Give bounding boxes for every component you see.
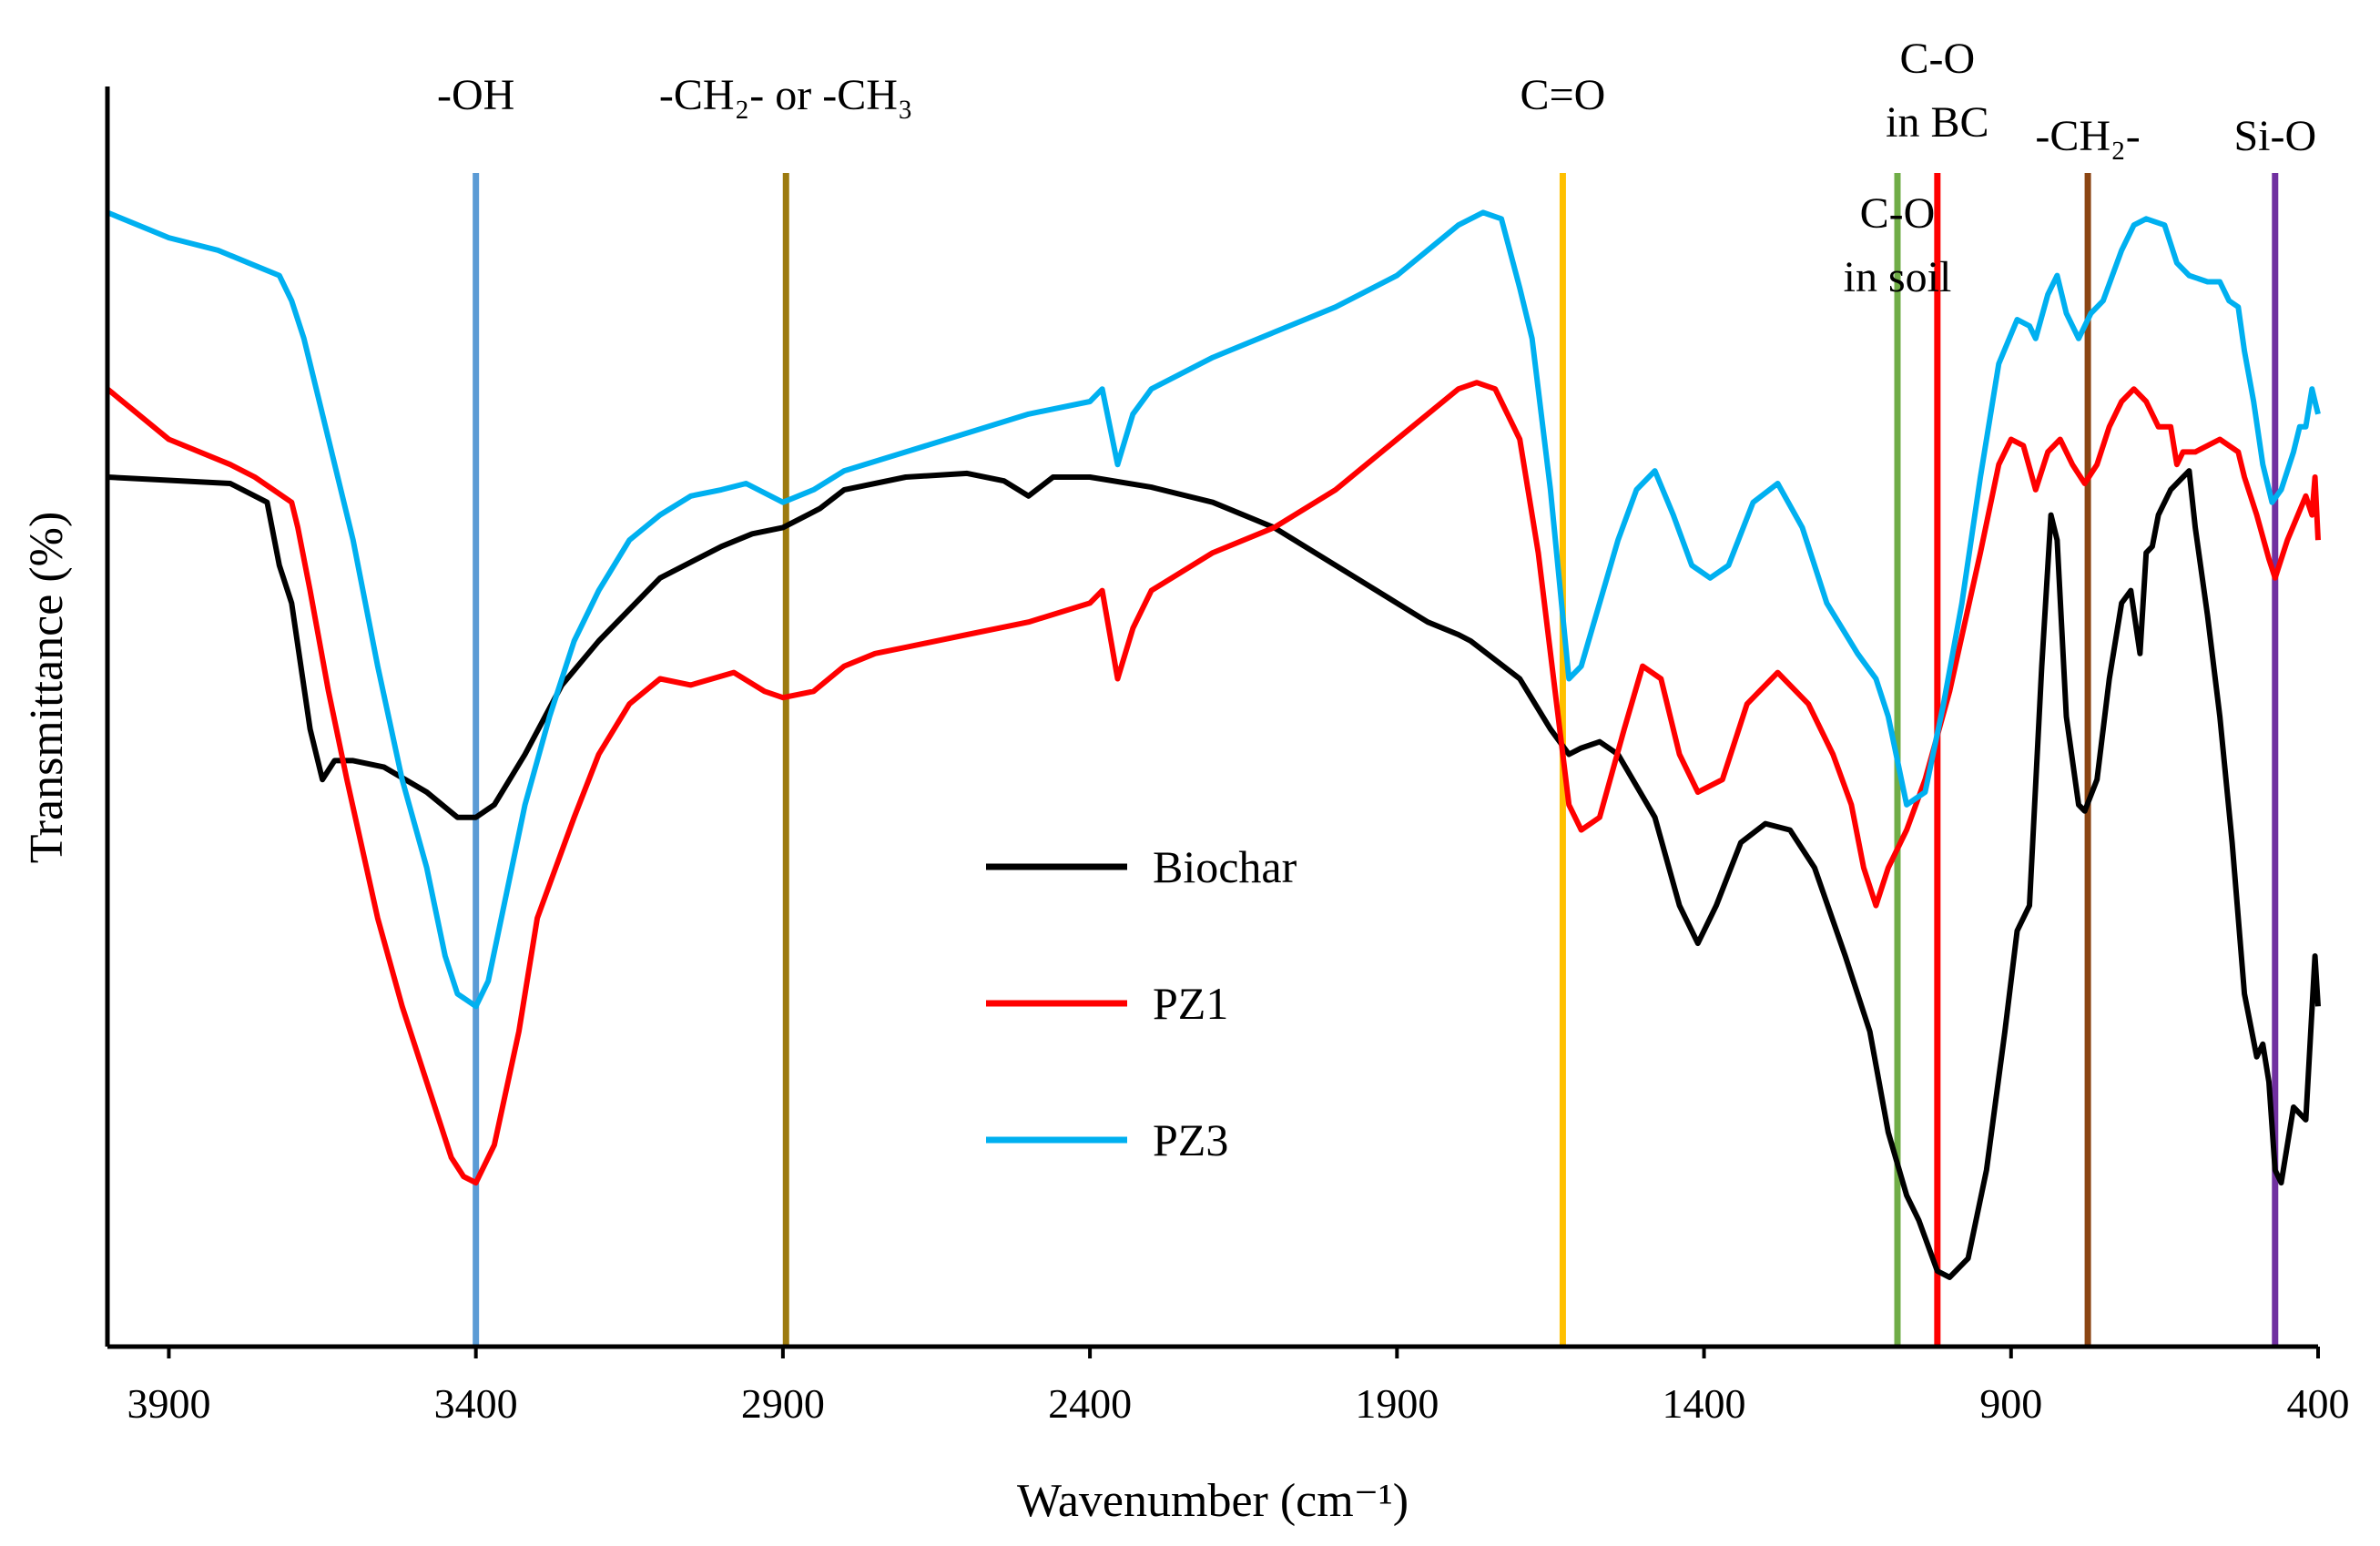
x-axis-title: Wavenumber (cm⁻¹) bbox=[1017, 1475, 1409, 1527]
annotation-label-6-0: Si-O bbox=[2233, 112, 2316, 160]
legend: Biochar PZ1 PZ3 bbox=[986, 841, 1297, 1165]
x-tick-label-900: 900 bbox=[1979, 1380, 2042, 1427]
x-tick-label-400: 400 bbox=[2287, 1380, 2350, 1427]
x-tick-label-1900: 1900 bbox=[1355, 1380, 1439, 1427]
y-axis-title: Transmittance (%) bbox=[21, 512, 73, 864]
legend-label-pz1: PZ1 bbox=[1153, 978, 1228, 1029]
annotation-label-4-1: in BC bbox=[1886, 98, 1988, 147]
legend-label-pz3: PZ3 bbox=[1153, 1114, 1228, 1165]
x-tick-label-1400: 1400 bbox=[1663, 1380, 1746, 1427]
annotation-label-5-0: -CH₂- bbox=[2035, 112, 2140, 160]
annotation-labels: -OH -CH₂- or -CH₃ C=O C-O in soil C-O in BC -CH… bbox=[437, 35, 2316, 301]
x-tick-label-2400: 2400 bbox=[1048, 1380, 1132, 1427]
x-tick-label-3900: 3900 bbox=[127, 1380, 210, 1427]
series-group bbox=[106, 209, 2321, 1280]
annotation-label-3-0: C-O bbox=[1860, 189, 1936, 238]
annotation-label-1-0: -CH₂- or -CH₃ bbox=[659, 71, 913, 119]
series-line-biochar bbox=[107, 468, 2321, 1280]
annotation-label-2-0: C=O bbox=[1521, 71, 1606, 119]
series-line-pz1 bbox=[106, 380, 2321, 1186]
annotation-label-4-0: C-O bbox=[1900, 35, 1976, 83]
legend-label-biochar: Biochar bbox=[1153, 841, 1297, 892]
x-tick-label-3400: 3400 bbox=[434, 1380, 518, 1427]
series-line-pz3 bbox=[106, 209, 2321, 1010]
annotation-label-3-1: in soil bbox=[1844, 253, 1952, 301]
x-tick-label-2900: 2900 bbox=[741, 1380, 825, 1427]
x-ticks: 3900 3400 2900 2400 1900 1400 900 400 bbox=[127, 1347, 2350, 1427]
annotation-label-0-0: -OH bbox=[437, 71, 514, 119]
